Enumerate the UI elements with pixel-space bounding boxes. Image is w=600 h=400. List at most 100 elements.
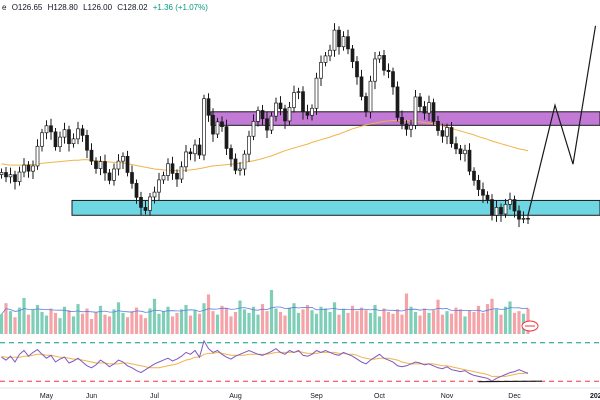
volume-bar: [197, 313, 202, 334]
candle-body: [476, 179, 481, 190]
volume-bar: [211, 311, 215, 334]
volume-bar: [251, 306, 256, 334]
candle: [116, 154, 121, 176]
candle-body: [287, 107, 292, 122]
volume-bar: [274, 308, 278, 334]
candle: [247, 130, 251, 163]
candle: [107, 168, 112, 185]
candle: [359, 69, 364, 101]
volume-bar: [85, 308, 89, 334]
volume-bar: [31, 309, 35, 334]
candle: [382, 49, 386, 76]
candle-body: [508, 199, 512, 205]
candle: [188, 148, 193, 161]
candle: [206, 93, 211, 122]
candle: [386, 63, 391, 79]
candle: [44, 120, 49, 140]
volume-bar: [130, 311, 134, 334]
candle-body: [310, 107, 314, 116]
volume-bar: [463, 316, 467, 334]
volume-bar: [188, 315, 193, 334]
volume-bar: [485, 304, 490, 334]
volume-bar: [494, 309, 499, 334]
candle: [364, 92, 368, 118]
candle-body: [58, 136, 62, 148]
candle-body: [143, 207, 148, 211]
time-tick-label: Aug: [229, 393, 242, 400]
candle-body: [427, 102, 431, 114]
ohlc-low: L126.00: [83, 3, 113, 12]
candle: [413, 89, 418, 130]
candle-body: [431, 102, 436, 122]
candle: [481, 182, 485, 204]
candle-body: [26, 164, 31, 172]
time-tick-label: May: [40, 393, 54, 400]
candle-body: [148, 196, 152, 211]
volume-bar: [377, 316, 382, 334]
candlesticks: [0, 23, 530, 228]
candle-body: [94, 160, 98, 169]
volume-bar: [71, 316, 76, 334]
candle: [328, 44, 332, 62]
candle: [463, 144, 467, 162]
candle: [445, 123, 449, 145]
candle: [125, 150, 130, 177]
candle-body: [116, 160, 121, 170]
volume-bar: [305, 304, 310, 334]
candle: [458, 144, 463, 161]
volume-bar: [400, 314, 404, 334]
candle-body: [62, 129, 67, 138]
candle-body: [463, 149, 467, 155]
oscillator-pane: [0, 339, 600, 383]
volume-bar: [413, 312, 418, 334]
candle: [94, 157, 98, 174]
volume-bar: [161, 311, 166, 334]
candle-body: [413, 96, 418, 126]
candle: [224, 119, 229, 156]
volume-bar: [125, 317, 130, 334]
candle: [8, 167, 13, 184]
candle: [526, 214, 530, 225]
candle-body: [404, 123, 409, 130]
volume-bar: [80, 313, 85, 334]
ohlc-open: O126.65: [11, 3, 43, 12]
candle-body: [202, 98, 206, 156]
candle-body: [449, 127, 454, 145]
volume-bar: [94, 312, 98, 334]
candle: [305, 104, 310, 120]
ohlc-high: H128.80: [47, 3, 78, 12]
candle-body: [166, 163, 170, 176]
candle-body: [301, 91, 305, 113]
candle: [310, 104, 314, 121]
candle-body: [485, 194, 490, 200]
candle: [499, 203, 503, 222]
volume-bar: [242, 309, 247, 334]
candle: [323, 51, 328, 67]
candle: [377, 51, 382, 63]
candle-body: [292, 92, 296, 108]
volume-bar: [269, 290, 274, 334]
volume-bar: [337, 314, 341, 334]
volume-bar: [314, 313, 319, 334]
volume-bar: [499, 314, 503, 334]
candle: [26, 161, 31, 178]
candle: [193, 139, 197, 162]
candle-body: [188, 151, 193, 155]
volume-bar: [148, 308, 152, 334]
candle: [278, 96, 283, 116]
candle-body: [211, 114, 215, 135]
candle: [49, 118, 53, 140]
volume-bar: [22, 297, 26, 334]
candle-body: [521, 217, 526, 220]
volume-bar: [283, 315, 287, 334]
volume-bar: [296, 312, 301, 334]
candle: [494, 200, 499, 222]
volume-bar: [67, 310, 71, 334]
candle-body: [44, 125, 49, 134]
volume-bar: [391, 313, 395, 334]
volume-bar: [35, 304, 40, 334]
candle: [184, 144, 188, 173]
candle: [22, 158, 26, 178]
candle: [436, 115, 440, 136]
